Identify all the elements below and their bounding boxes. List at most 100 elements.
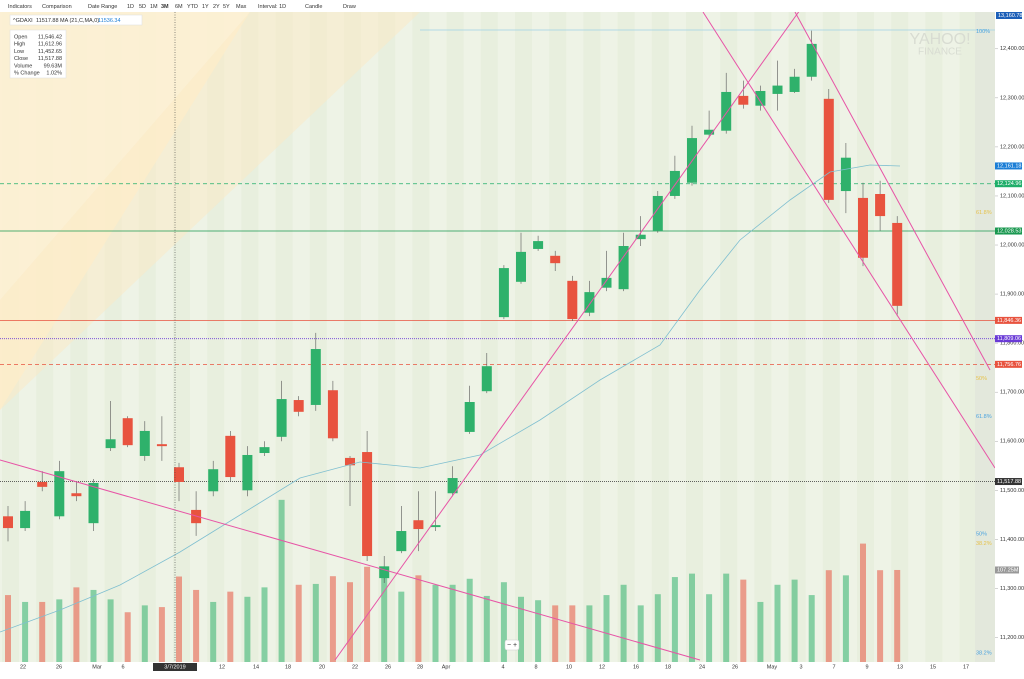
fib-label: 38.2% — [976, 541, 992, 547]
ma-label: MA (21,C,MA,0) — [60, 18, 99, 24]
y-tick-label: 11,900.00 — [1000, 292, 1024, 298]
axis-bg — [995, 12, 1024, 674]
x-tick-label: 26 — [732, 664, 738, 670]
candle-body — [464, 402, 475, 432]
hover-label: Volume — [14, 63, 32, 69]
volume-bar — [56, 599, 63, 662]
x-tick-label: 26 — [56, 664, 62, 670]
toolbar-item[interactable]: 5Y — [223, 4, 230, 10]
x-tick-label: Apr — [442, 664, 451, 670]
top-tag: 13,160.78 — [998, 13, 1022, 19]
candle-body — [875, 194, 886, 217]
toolbar-item[interactable]: Draw — [343, 4, 356, 10]
volume-bar — [860, 543, 866, 662]
y-tick-label: 11,400.00 — [1000, 537, 1024, 543]
x-tick-label: 14 — [253, 664, 259, 670]
fib-label: 50% — [976, 376, 987, 382]
volume-bar — [757, 601, 764, 662]
x-tick-label: 26 — [385, 664, 391, 670]
toolbar-item[interactable]: Interval: 1D — [258, 4, 286, 10]
stripe — [344, 12, 361, 662]
fib-zone — [0, 12, 420, 410]
x-tick-label: 24 — [699, 664, 705, 670]
stripe — [275, 12, 293, 662]
candle-body — [259, 447, 270, 454]
toolbar-item[interactable]: 5D — [139, 4, 146, 10]
stripe — [617, 12, 635, 662]
price-tag: 11,756.76 — [997, 362, 1021, 368]
toolbar-item[interactable]: Indicators — [8, 4, 32, 10]
volume-bar — [877, 570, 884, 662]
volume-bar — [227, 591, 234, 662]
volume-bar — [569, 605, 576, 662]
stripe — [309, 12, 327, 662]
stripe — [480, 12, 498, 662]
candle-body — [892, 222, 903, 306]
volume-bar — [740, 579, 747, 662]
volume-bar — [5, 595, 11, 662]
volume-bar — [791, 579, 798, 662]
volume-bar — [278, 499, 285, 662]
y-tick-label: 12,000.00 — [1000, 242, 1024, 248]
volume-bar — [158, 607, 165, 662]
fib-label: 50% — [976, 531, 987, 537]
volume-bar — [261, 587, 268, 662]
toolbar-item[interactable]: 2Y — [213, 4, 220, 10]
candle-body — [71, 493, 82, 497]
stripe — [583, 12, 601, 662]
toolbar-item[interactable]: 1Y — [202, 4, 209, 10]
zoom-icon[interactable]: − + — [507, 642, 517, 649]
price-tag-bg — [995, 180, 1022, 188]
candle-body — [789, 76, 800, 92]
toolbar-item[interactable]: 6M — [175, 4, 183, 10]
toolbar-item[interactable]: Comparison — [42, 4, 72, 10]
candle-body — [738, 95, 749, 105]
zoom-control[interactable] — [504, 639, 520, 651]
toolbar-item[interactable]: Candle — [305, 4, 322, 10]
volume-bar — [244, 596, 251, 662]
x-tick-label: 6 — [121, 664, 124, 670]
toolbar-item[interactable]: 1D — [127, 4, 134, 10]
volume-bar — [176, 576, 182, 662]
candle-body — [704, 129, 715, 135]
x-tick-label: 12 — [599, 664, 605, 670]
ma-value: 11536.34 — [98, 18, 121, 24]
x-tick-label: 20 — [319, 664, 325, 670]
volume-tag: 107.25M — [997, 567, 1019, 573]
x-tick-label: 22 — [352, 664, 358, 670]
toolbar-item[interactable]: 1M — [150, 4, 158, 10]
toolbar-item[interactable]: Max — [236, 4, 247, 10]
x-tick-label: 9 — [865, 664, 868, 670]
volume-tag-bg — [995, 566, 1019, 574]
x-tick-label: 17 — [963, 664, 969, 670]
toolbar-item[interactable]: Date Range — [88, 4, 117, 10]
candle-body — [601, 277, 612, 288]
candle-body — [669, 170, 680, 196]
price-tag: 12,161.18 — [997, 163, 1021, 169]
candle-body — [721, 91, 732, 131]
candle-body — [481, 366, 492, 392]
candle-body — [20, 510, 31, 529]
legend-bar — [9, 14, 143, 26]
volume-bar — [329, 576, 336, 662]
volume-bar — [210, 601, 217, 662]
x-tick-label: 18 — [665, 664, 671, 670]
toolbar-item[interactable]: 3M — [161, 4, 169, 10]
fib-label: 61.8% — [976, 414, 992, 420]
volume-bar — [90, 589, 97, 662]
x-tick-label: Mar — [92, 664, 102, 670]
candle-body — [516, 251, 526, 282]
candle-body — [293, 400, 304, 412]
volume-bar — [552, 605, 559, 662]
candle-body — [584, 292, 595, 313]
volume-bar — [723, 573, 730, 662]
hover-value: 11,546.42 — [38, 34, 62, 40]
candle-body — [3, 516, 13, 529]
volume-bar — [808, 595, 815, 662]
candle-body — [242, 454, 253, 491]
candle-body — [823, 98, 834, 200]
price-tag-bg — [995, 335, 1022, 343]
toolbar-item[interactable]: YTD — [187, 4, 198, 10]
symbol: ^GDAXI — [13, 18, 33, 24]
x-tick-label: 22 — [20, 664, 26, 670]
